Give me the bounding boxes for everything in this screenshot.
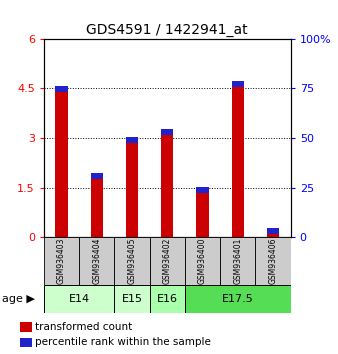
- Text: age ▶: age ▶: [2, 294, 34, 304]
- FancyBboxPatch shape: [150, 237, 185, 285]
- FancyBboxPatch shape: [220, 237, 256, 285]
- FancyBboxPatch shape: [115, 285, 150, 313]
- Title: GDS4591 / 1422941_at: GDS4591 / 1422941_at: [87, 23, 248, 36]
- FancyBboxPatch shape: [185, 237, 220, 285]
- Bar: [126, 137, 138, 143]
- Text: GSM936403: GSM936403: [57, 238, 66, 284]
- FancyBboxPatch shape: [115, 237, 150, 285]
- Text: GSM936404: GSM936404: [92, 238, 101, 284]
- Bar: [161, 129, 173, 135]
- Bar: [161, 135, 173, 237]
- Bar: [55, 86, 68, 92]
- Text: GSM936406: GSM936406: [269, 238, 277, 284]
- FancyBboxPatch shape: [44, 285, 115, 313]
- Bar: [232, 87, 244, 237]
- Text: GSM936402: GSM936402: [163, 238, 172, 284]
- Text: E14: E14: [69, 294, 90, 304]
- Text: E15: E15: [122, 294, 143, 304]
- Bar: [55, 92, 68, 237]
- Bar: [267, 228, 279, 234]
- Bar: [20, 322, 32, 332]
- FancyBboxPatch shape: [150, 285, 185, 313]
- Text: percentile rank within the sample: percentile rank within the sample: [35, 337, 211, 347]
- Bar: [126, 143, 138, 237]
- FancyBboxPatch shape: [44, 237, 79, 285]
- Text: GSM936400: GSM936400: [198, 238, 207, 284]
- Bar: [232, 81, 244, 87]
- Bar: [91, 179, 103, 237]
- Text: GSM936401: GSM936401: [233, 238, 242, 284]
- Bar: [267, 234, 279, 237]
- Text: E16: E16: [157, 294, 178, 304]
- FancyBboxPatch shape: [79, 237, 115, 285]
- Bar: [20, 338, 32, 347]
- Text: GSM936405: GSM936405: [127, 238, 137, 284]
- FancyBboxPatch shape: [185, 285, 291, 313]
- Bar: [91, 173, 103, 179]
- Bar: [196, 187, 209, 193]
- Text: E17.5: E17.5: [222, 294, 254, 304]
- FancyBboxPatch shape: [256, 237, 291, 285]
- Text: transformed count: transformed count: [35, 322, 132, 332]
- Bar: [196, 193, 209, 237]
